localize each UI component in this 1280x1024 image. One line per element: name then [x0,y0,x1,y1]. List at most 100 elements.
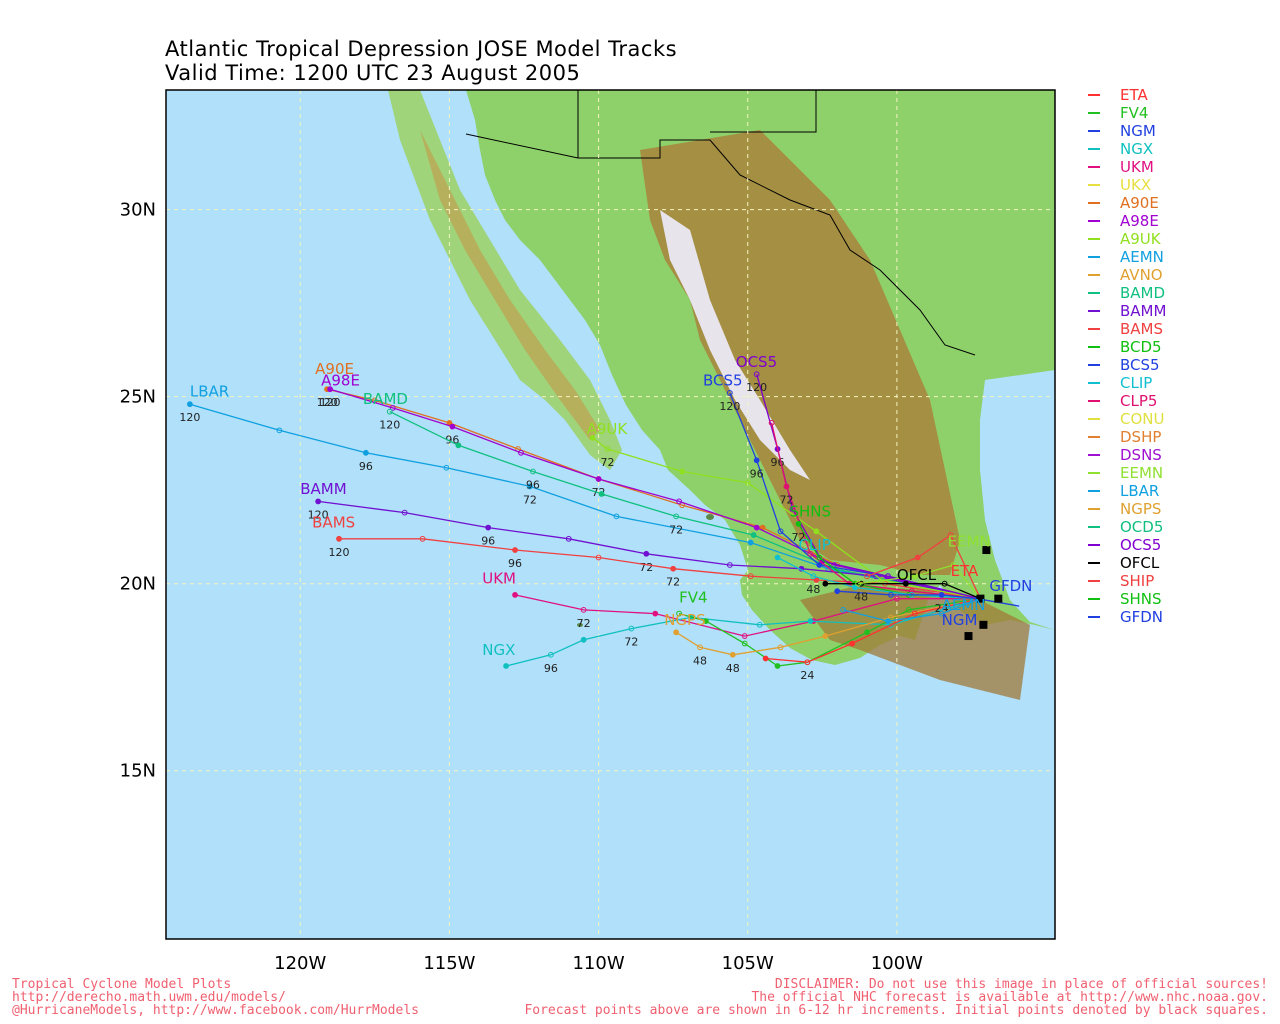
forecast-hour-label: 72 [666,576,680,589]
track-clip: 48 [774,554,981,600]
track-name-a98e: A98E [321,371,360,389]
track-line [756,374,981,600]
legend-item-a90e: A90E [1088,194,1166,212]
track-point [652,610,659,617]
legend-item-ukm: UKM [1088,158,1166,176]
legend-swatch [1088,292,1100,294]
track-point [547,651,554,658]
footer-left-line-3: @HurricaneModels, http://www.facebook.co… [12,1003,419,1018]
legend-swatch [1088,238,1100,240]
legend-label: A98E [1120,212,1159,230]
lon-tick-label: 105W [722,953,774,974]
track-point [401,509,408,516]
map-title: Atlantic Tropical Depression JOSE Model … [165,37,677,85]
track-point [774,663,781,669]
track-name-ocs5: OCS5 [736,353,777,371]
track-point [864,573,870,580]
legend-label: DSNS [1120,446,1162,464]
track-point [950,562,957,568]
track-point [362,449,369,456]
track-name-lbar: LBAR [190,383,229,401]
track-point [908,588,915,595]
track-line [675,598,981,656]
legend-label: OCS5 [1120,536,1162,554]
track-point [527,483,533,490]
track-point [443,464,450,471]
lon-tick-label: 120W [274,953,326,974]
track-point [941,580,948,587]
track-point [947,532,954,538]
legend-swatch [1088,184,1100,186]
grid-lines [166,90,1055,939]
track-point [703,618,709,624]
legend-label: CONU [1120,410,1165,428]
legend-item-ocs5: OCS5 [1088,536,1166,554]
track-point [643,550,650,557]
legend-item-aemn: AEMN [1088,248,1166,266]
peaks [660,210,810,480]
legend-item-bcs5: BCS5 [1088,356,1166,374]
legend-swatch [1088,616,1100,618]
legend-item-dshp: DSHP [1088,428,1166,446]
track-lbar: 72 96 120 [179,401,981,600]
track-ngps: 48 48 [673,598,981,675]
legend-item-ngx: NGX [1088,140,1166,158]
legend-label: OFCL [1120,554,1160,572]
forecast-hour-label: 120 [320,396,341,409]
legend-label: OCD5 [1120,518,1164,536]
legend-item-dsns: DSNS [1088,446,1166,464]
track-point [911,610,918,617]
legend-label: BAMS [1120,320,1164,338]
map-frame [165,89,1056,940]
footer-right-line-2: The official NHC forecast is available a… [751,990,1268,1005]
legend-label: NGM [1120,122,1156,140]
state-border [577,90,817,158]
model-tracks: 7296120120729612072961207296120729612072… [179,371,1020,682]
legend-item-bcd5: BCD5 [1088,338,1166,356]
footer-left-line-1: Tropical Cyclone Model Plots [12,977,232,992]
forecast-hour-label: 120 [379,419,400,432]
legend-swatch [1088,508,1100,510]
track-point [512,547,518,553]
forecast-hour-label: 48 [854,591,868,604]
forecast-hour-label: 72 [577,617,591,630]
islas-marias [706,514,714,520]
track-eemn [855,562,981,600]
legend-item-shns: SHNS [1088,590,1166,608]
legend-swatch [1088,562,1100,564]
legend-item-ofcl: OFCL [1088,554,1166,572]
track-name-bamd: BAMD [363,390,408,408]
track-point [449,423,456,430]
legend-item-lbar: LBAR [1088,482,1166,500]
track-point [670,565,677,572]
baja-ridge [420,130,600,440]
track-point [613,513,620,520]
track-fv4 [676,598,981,669]
track-point [831,565,838,572]
track-aemn [840,598,981,624]
track-point [902,580,909,587]
legend-label: EEMN [1120,464,1164,482]
track-bams: 72 96 120 [329,535,981,600]
track-name-bams: BAMS [312,514,355,532]
forecast-hour-label: 120 [308,508,329,521]
forecast-hour-label: 120 [317,396,338,409]
track-point [888,592,894,598]
track-name-ngm: NGM [942,611,978,629]
legend-label: BAMM [1120,302,1167,320]
track-point [679,468,685,475]
lon-tick-label: 110W [572,953,624,974]
gulf-of-mexico [980,370,1055,630]
track-line [866,534,981,599]
legend-label: A9UK [1120,230,1161,248]
lat-tick-label: 15N [120,761,156,782]
forecast-hour-label: 48 [726,662,740,675]
legend-swatch [1088,436,1100,438]
legend-label: CLIP [1120,374,1153,392]
forecast-hour-label: 24 [800,669,814,682]
legend-item-a9uk: A9UK [1088,230,1166,248]
legend-swatch [1088,580,1100,582]
track-name-a9uk: A9UK [587,420,629,438]
legend-item-bamm: BAMM [1088,302,1166,320]
legend-swatch [1088,382,1100,384]
